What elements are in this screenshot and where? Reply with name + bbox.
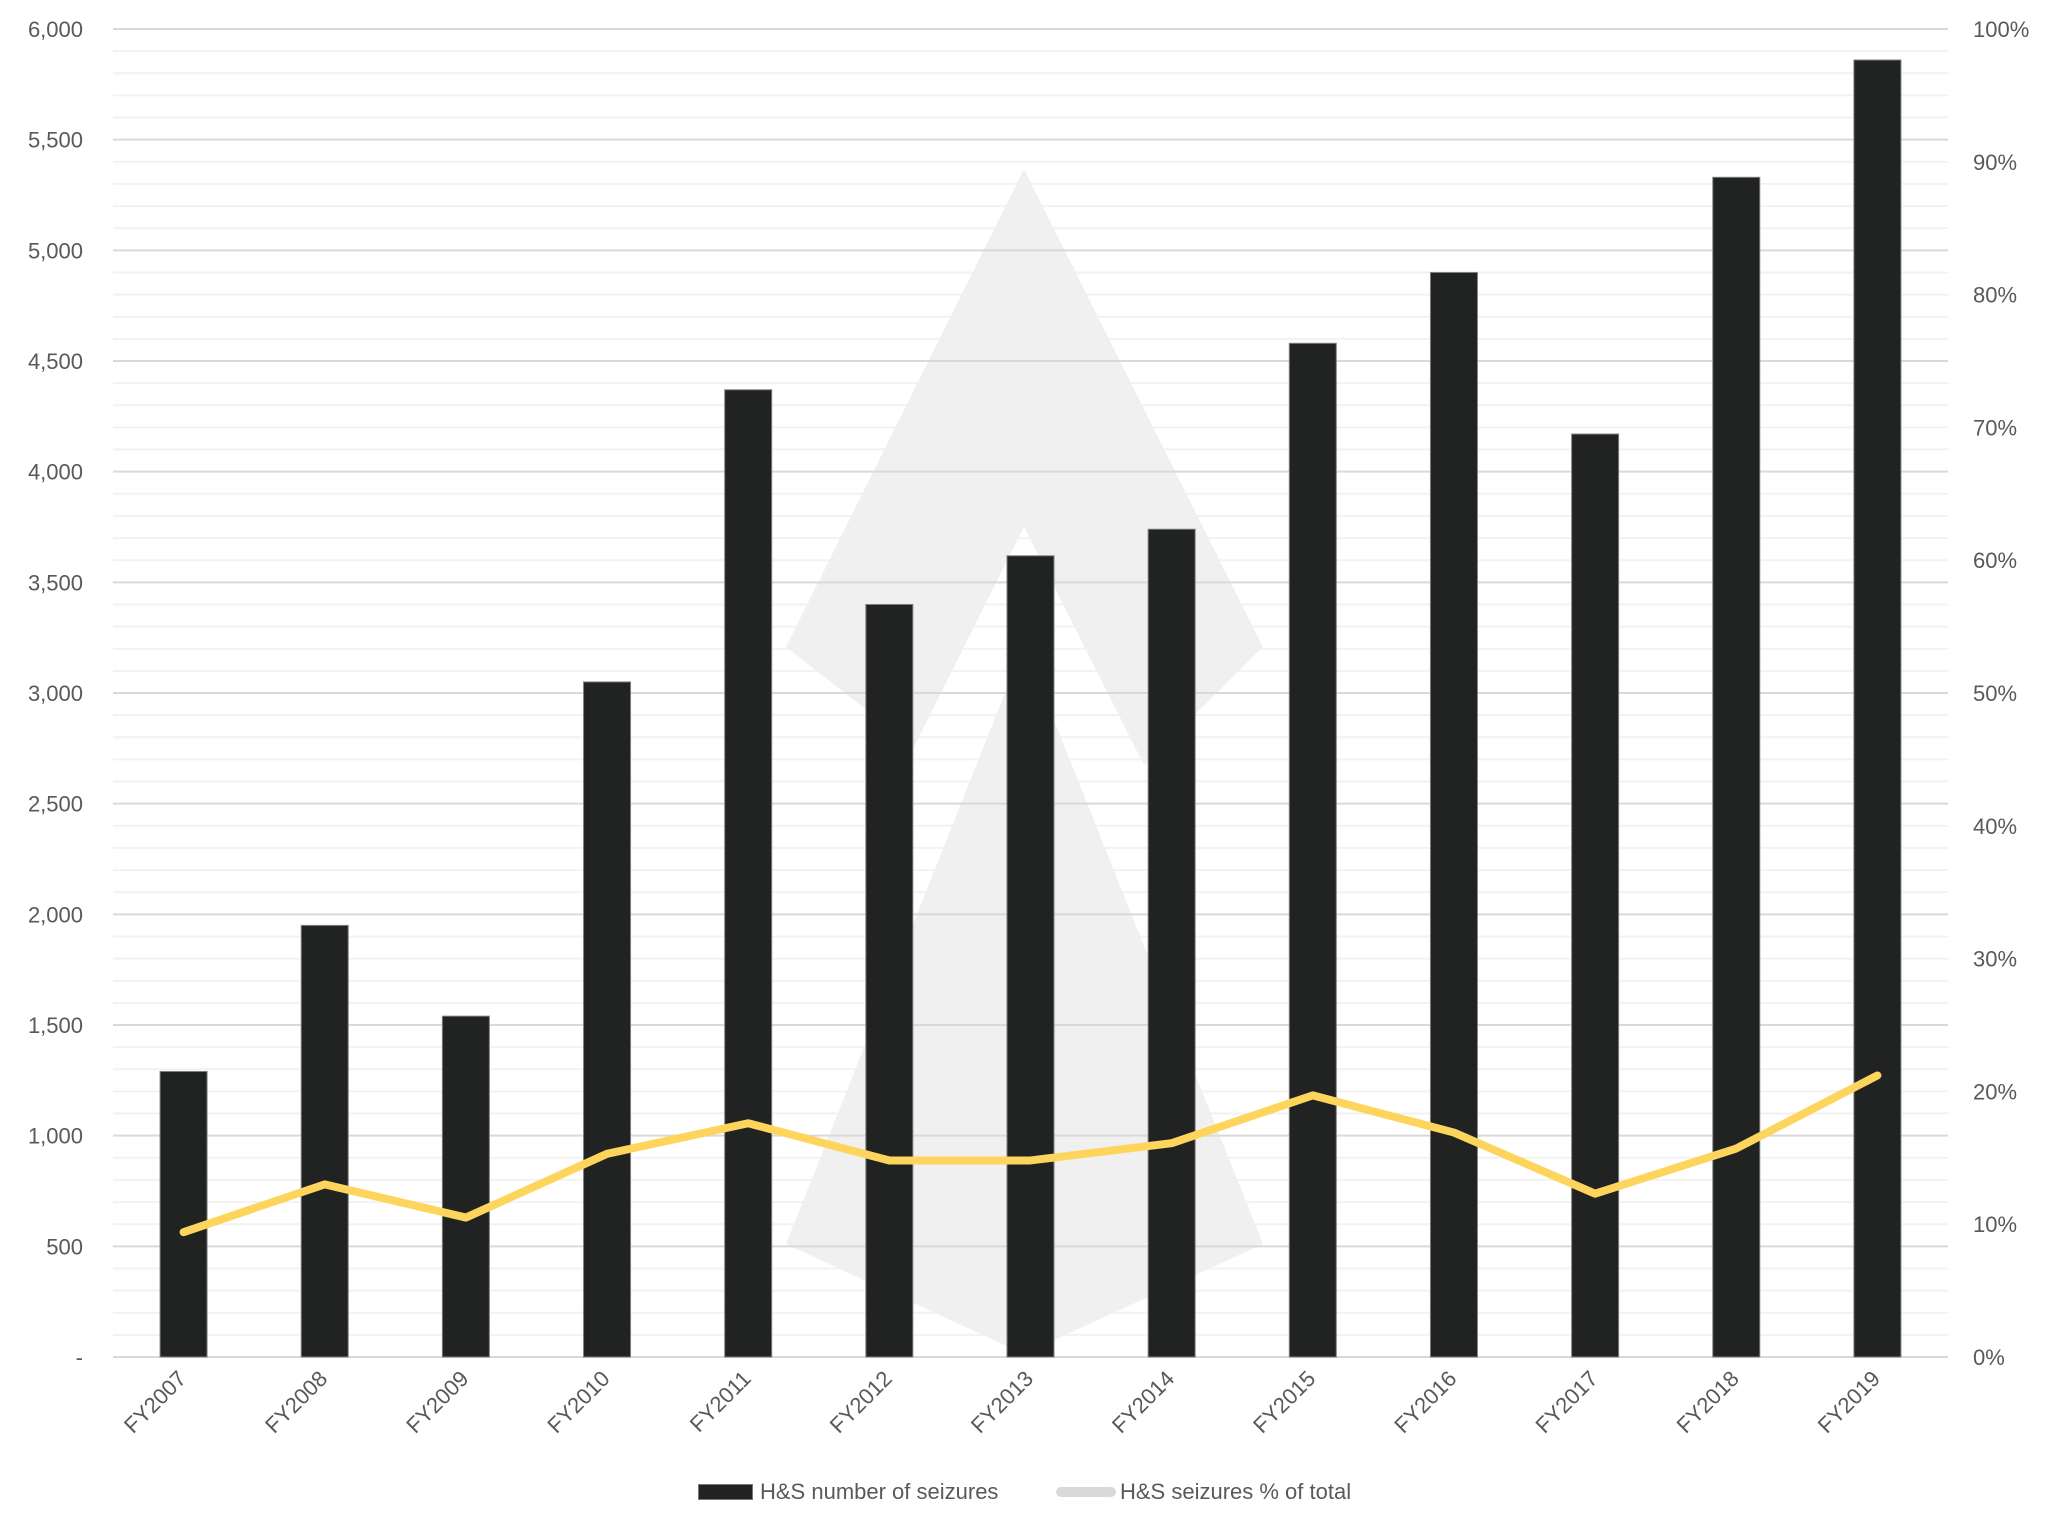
x-tick-label: FY2016 <box>1389 1366 1461 1438</box>
x-tick-label: FY2019 <box>1813 1366 1885 1438</box>
y-tick-label: 4,500 <box>28 349 83 374</box>
legend-label-seizures: H&S number of seizures <box>760 1479 999 1504</box>
y-tick-label: 2,000 <box>28 902 83 927</box>
y-tick-label: 2,500 <box>28 792 83 817</box>
bar-FY2017 <box>1571 433 1620 1358</box>
y-tick-label: 3,500 <box>28 570 83 595</box>
x-axis-labels: FY2007 FY2008 FY2009 FY2010 FY2011 FY2012 FY20… <box>119 1366 1885 1438</box>
y2-tick-label: 20% <box>1973 1079 2017 1104</box>
y-tick-label: - <box>76 1345 83 1370</box>
x-tick-label: FY2013 <box>966 1366 1038 1438</box>
bar-FY2016 <box>1429 271 1478 1358</box>
bar-FY2019 <box>1853 59 1902 1358</box>
bar-FY2018 <box>1712 176 1761 1358</box>
chart-legend: H&S number of seizures H&S seizures % of… <box>0 1476 2048 1508</box>
bar-FY2009 <box>441 1015 490 1358</box>
line-series-percent <box>179 1071 1882 1237</box>
y-tick-label: 5,000 <box>28 238 83 263</box>
y2-tick-label: 50% <box>1973 681 2017 706</box>
x-tick-label: FY2007 <box>119 1366 191 1438</box>
y-tick-label: 1,000 <box>28 1124 83 1149</box>
y-tick-label: 500 <box>46 1234 83 1259</box>
y2-tick-label: 30% <box>1973 947 2017 972</box>
y-tick-label: 4,000 <box>28 460 83 485</box>
y-tick-label: 6,000 <box>28 17 83 42</box>
x-tick-label: FY2009 <box>401 1366 473 1438</box>
x-tick-label: FY2018 <box>1672 1366 1744 1438</box>
bar-FY2012 <box>865 603 914 1358</box>
bar-FY2013 <box>1006 555 1055 1358</box>
legend-item-percent: H&S seizures % of total <box>1056 1476 1351 1508</box>
bar-FY2015 <box>1288 342 1337 1358</box>
y2-tick-label: 40% <box>1973 814 2017 839</box>
bar-FY2010 <box>583 681 632 1358</box>
bar-swatch-icon <box>698 1484 753 1500</box>
legend-label-percent: H&S seizures % of total <box>1120 1479 1352 1504</box>
y-tick-label: 1,500 <box>28 1013 83 1038</box>
legend-item-seizures: H&S number of seizures <box>698 1476 998 1508</box>
y-tick-label: 5,500 <box>28 128 83 153</box>
right-y-axis-labels: 0% 10% 20% 30% 40% 50% 60% 70% 80% 90% 100% <box>1973 17 2029 1370</box>
line-swatch-icon <box>1056 1487 1116 1497</box>
bar-FY2007 <box>159 1070 208 1358</box>
percent-line <box>179 1071 1882 1237</box>
y2-tick-label: 0% <box>1973 1345 2005 1370</box>
y2-tick-label: 100% <box>1973 17 2029 42</box>
bar-FY2014 <box>1147 528 1196 1358</box>
x-tick-label: FY2012 <box>825 1366 897 1438</box>
y2-tick-label: 70% <box>1973 415 2017 440</box>
y-tick-label: 3,000 <box>28 681 83 706</box>
y2-tick-label: 80% <box>1973 283 2017 308</box>
bar-FY2008 <box>300 924 349 1358</box>
x-tick-label: FY2017 <box>1530 1366 1602 1438</box>
x-tick-label: FY2015 <box>1248 1366 1320 1438</box>
y2-tick-label: 10% <box>1973 1212 2017 1237</box>
bar-FY2011 <box>724 389 773 1358</box>
x-tick-label: FY2008 <box>260 1366 332 1438</box>
x-tick-label: FY2014 <box>1107 1366 1179 1438</box>
x-tick-label: FY2010 <box>542 1366 614 1438</box>
bar-series-seizures <box>159 59 1902 1358</box>
x-tick-label: FY2011 <box>685 1366 756 1437</box>
left-y-axis-labels: - 500 1,000 1,500 2,000 2,500 3,000 3,500 4,000 4… <box>28 17 83 1370</box>
y2-tick-label: 60% <box>1973 548 2017 573</box>
y2-tick-label: 90% <box>1973 150 2017 175</box>
